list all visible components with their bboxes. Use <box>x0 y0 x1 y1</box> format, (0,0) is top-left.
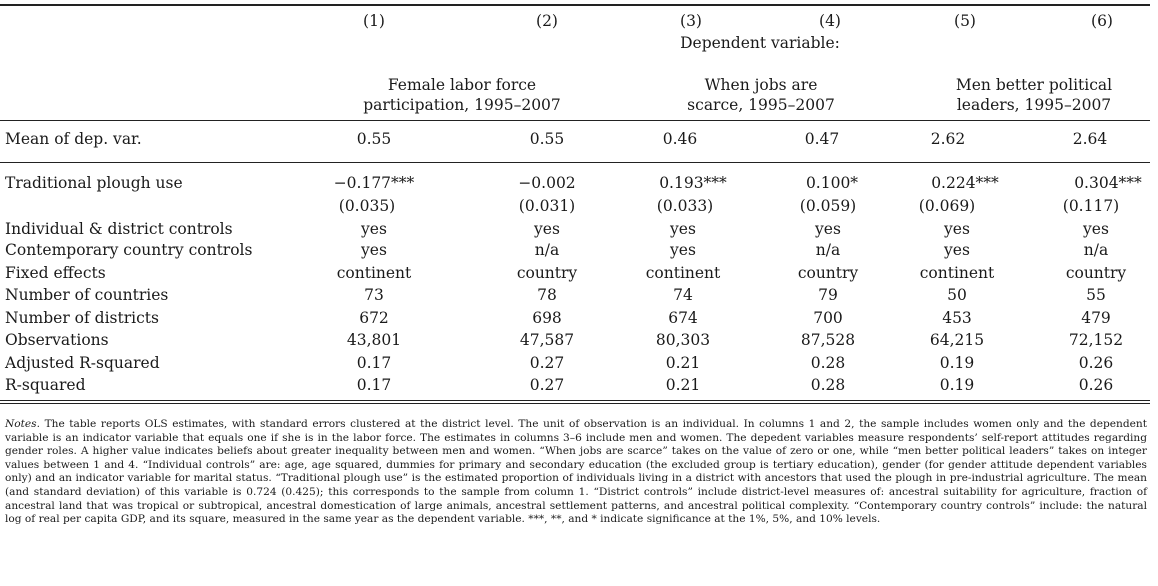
table-cell: n/a <box>534 241 560 259</box>
column-number: (4) <box>819 12 841 30</box>
table-cell: 0.19 <box>939 354 975 372</box>
column-number: (5) <box>954 12 976 30</box>
std-error-cell: (0.069) <box>918 197 976 215</box>
table-cell: n/a <box>1083 241 1109 259</box>
table-cell: 0.17 <box>356 376 392 394</box>
table-cell: 50 <box>947 286 967 304</box>
table-cell: 0.28 <box>810 354 846 372</box>
row-label: R-squared <box>5 376 86 394</box>
table-cell: 479 <box>1081 309 1111 327</box>
column-number: (6) <box>1091 12 1113 30</box>
row-label: Number of countries <box>5 286 169 304</box>
row-label: Contemporary country controls <box>5 241 253 259</box>
group-heading-line2: participation, 1995–2007 <box>363 96 561 114</box>
table-cell: 453 <box>942 309 972 327</box>
table-cell: country <box>1065 264 1127 282</box>
std-error-cell: (0.059) <box>799 197 857 215</box>
group-heading-line2: leaders, 1995–2007 <box>956 96 1112 114</box>
table-cell: 79 <box>818 286 838 304</box>
coefficient-cell: 0.193*** <box>659 174 727 192</box>
table-cell: 64,215 <box>929 331 985 349</box>
row-label: Traditional plough use <box>5 174 183 192</box>
table-cell: 0.46 <box>662 130 698 148</box>
table-cell: continent <box>645 264 721 282</box>
table-cell: country <box>797 264 859 282</box>
table-cell: yes <box>361 241 387 259</box>
notes-lead: Notes <box>5 418 37 430</box>
mean-rule <box>0 162 1150 163</box>
dependent-variable-heading: Dependent variable: <box>680 34 840 52</box>
coefficient-cell: 0.224*** <box>931 174 999 192</box>
table-cell: 55 <box>1086 286 1106 304</box>
table-notes: Notes. The table reports OLS estimates, … <box>5 418 1147 527</box>
row-label: Observations <box>5 331 109 349</box>
table-cell: 0.55 <box>529 130 565 148</box>
table-cell: 0.55 <box>356 130 392 148</box>
group-heading-line1: Men better political <box>955 76 1113 94</box>
table-cell: 0.19 <box>939 376 975 394</box>
table-cell: 0.28 <box>810 376 846 394</box>
table-cell: country <box>516 264 578 282</box>
header-rule <box>0 120 1150 121</box>
table-cell: 74 <box>673 286 693 304</box>
table-cell: yes <box>670 220 696 238</box>
column-number: (1) <box>363 12 385 30</box>
row-label: Individual & district controls <box>5 220 233 238</box>
table-cell: continent <box>919 264 995 282</box>
bottom-rule-1 <box>0 400 1150 401</box>
table-cell: yes <box>361 220 387 238</box>
coefficient-cell: 0.100* <box>805 174 859 192</box>
row-label: Fixed effects <box>5 264 106 282</box>
group-heading-line1: Female labor force <box>387 76 537 94</box>
table-cell: 0.27 <box>529 354 565 372</box>
table-cell: 2.64 <box>1072 130 1108 148</box>
table-cell: 47,587 <box>519 331 575 349</box>
table-cell: yes <box>534 220 560 238</box>
table-cell: 0.21 <box>665 354 701 372</box>
std-error-cell: (0.117) <box>1062 197 1120 215</box>
table-cell: 87,528 <box>800 331 856 349</box>
group-heading-line1: When jobs are <box>704 76 818 94</box>
table-cell: 80,303 <box>655 331 711 349</box>
row-label: Mean of dep. var. <box>5 130 142 148</box>
std-error-cell: (0.033) <box>656 197 714 215</box>
std-error-cell: (0.031) <box>518 197 576 215</box>
row-label: Number of districts <box>5 309 159 327</box>
table-cell: 0.21 <box>665 376 701 394</box>
table-cell: yes <box>815 220 841 238</box>
bottom-rule-2 <box>0 403 1150 404</box>
table-cell: n/a <box>815 241 841 259</box>
table-cell: yes <box>944 220 970 238</box>
column-number: (2) <box>536 12 558 30</box>
coefficient-cell: 0.304*** <box>1074 174 1142 192</box>
column-number: (3) <box>680 12 702 30</box>
table-cell: 698 <box>532 309 562 327</box>
table-cell: continent <box>336 264 412 282</box>
table-cell: yes <box>944 241 970 259</box>
table-cell: 0.26 <box>1078 376 1114 394</box>
table-cell: 0.27 <box>529 376 565 394</box>
table-cell: 0.26 <box>1078 354 1114 372</box>
table-cell: 674 <box>668 309 698 327</box>
table-cell: 43,801 <box>346 331 402 349</box>
table-cell: yes <box>1083 220 1109 238</box>
coefficient-cell: −0.002 <box>518 174 576 192</box>
std-error-cell: (0.035) <box>338 197 396 215</box>
table-cell: 78 <box>537 286 557 304</box>
table-cell: 672 <box>359 309 389 327</box>
table-cell: 73 <box>364 286 384 304</box>
table-cell: 0.17 <box>356 354 392 372</box>
coefficient-cell: −0.177*** <box>333 174 415 192</box>
top-rule <box>0 4 1150 6</box>
row-label: Adjusted R-squared <box>5 354 160 372</box>
table-cell: 0.47 <box>804 130 840 148</box>
table-cell: yes <box>670 241 696 259</box>
group-heading-line2: scarce, 1995–2007 <box>687 96 835 114</box>
notes-text: . The table reports OLS estimates, with … <box>5 418 1147 526</box>
table-cell: 700 <box>813 309 843 327</box>
table-cell: 72,152 <box>1068 331 1124 349</box>
table-cell: 2.62 <box>930 130 966 148</box>
